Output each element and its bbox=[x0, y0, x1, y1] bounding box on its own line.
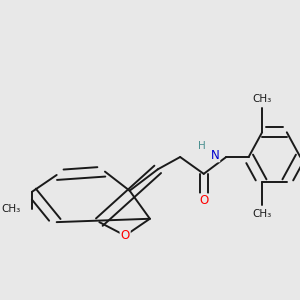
Text: O: O bbox=[121, 229, 130, 242]
Text: O: O bbox=[199, 194, 208, 207]
Text: H: H bbox=[199, 141, 206, 151]
Text: CH₃: CH₃ bbox=[253, 94, 272, 104]
Text: CH₃: CH₃ bbox=[253, 209, 272, 219]
Text: N: N bbox=[211, 148, 220, 162]
Text: CH₃: CH₃ bbox=[1, 204, 20, 214]
